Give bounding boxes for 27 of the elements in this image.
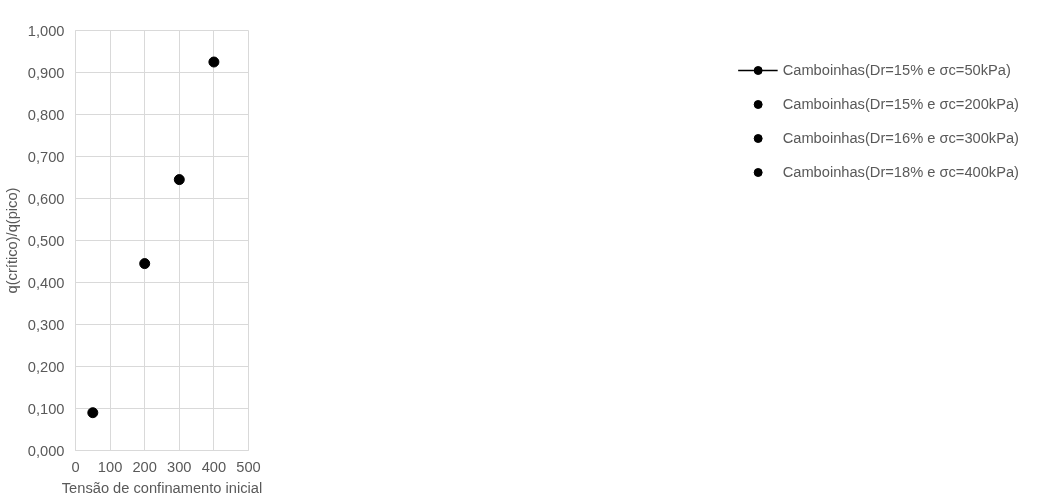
y-tick-label: 0,500 xyxy=(27,232,65,249)
y-axis-title: q(crítico)/q(pico) xyxy=(3,187,20,294)
x-axis-title: Tensão de confinamento inicial xyxy=(61,479,263,496)
x-tick-label: 100 xyxy=(97,458,123,475)
legend-label: Camboinhas(Dr=16% e σc=300kPa) xyxy=(782,130,1019,146)
x-tick-label: 500 xyxy=(236,458,261,475)
legend-label: Camboinhas(Dr=15% e σc=50kPa) xyxy=(782,62,1011,78)
y-tick-label: 0,700 xyxy=(27,148,65,165)
legend-label: Camboinhas(Dr=18% e σc=400kPa) xyxy=(782,164,1019,180)
y-tick-label: 0,300 xyxy=(27,316,65,333)
legend-label: Camboinhas(Dr=15% e σc=200kPa) xyxy=(782,96,1019,112)
y-tick-label: 0,400 xyxy=(27,274,65,291)
y-tick-label: 0,800 xyxy=(27,106,65,123)
y-tick-label: 0,000 xyxy=(27,442,65,459)
y-tick-label: 0,900 xyxy=(27,64,65,81)
y-tick-label: 0,600 xyxy=(27,190,65,207)
point xyxy=(173,174,185,186)
x-tick-label: 0 xyxy=(71,458,80,475)
point xyxy=(208,56,220,68)
y-tick-label: 0,100 xyxy=(27,400,65,417)
point xyxy=(139,258,151,270)
x-tick-label: 200 xyxy=(132,458,157,475)
point xyxy=(87,407,99,419)
x-tick-label: 400 xyxy=(201,458,227,475)
y-tick-label: 0,200 xyxy=(27,358,65,375)
x-tick-label: 300 xyxy=(167,458,192,475)
y-tick-label: 1,000 xyxy=(27,22,65,39)
